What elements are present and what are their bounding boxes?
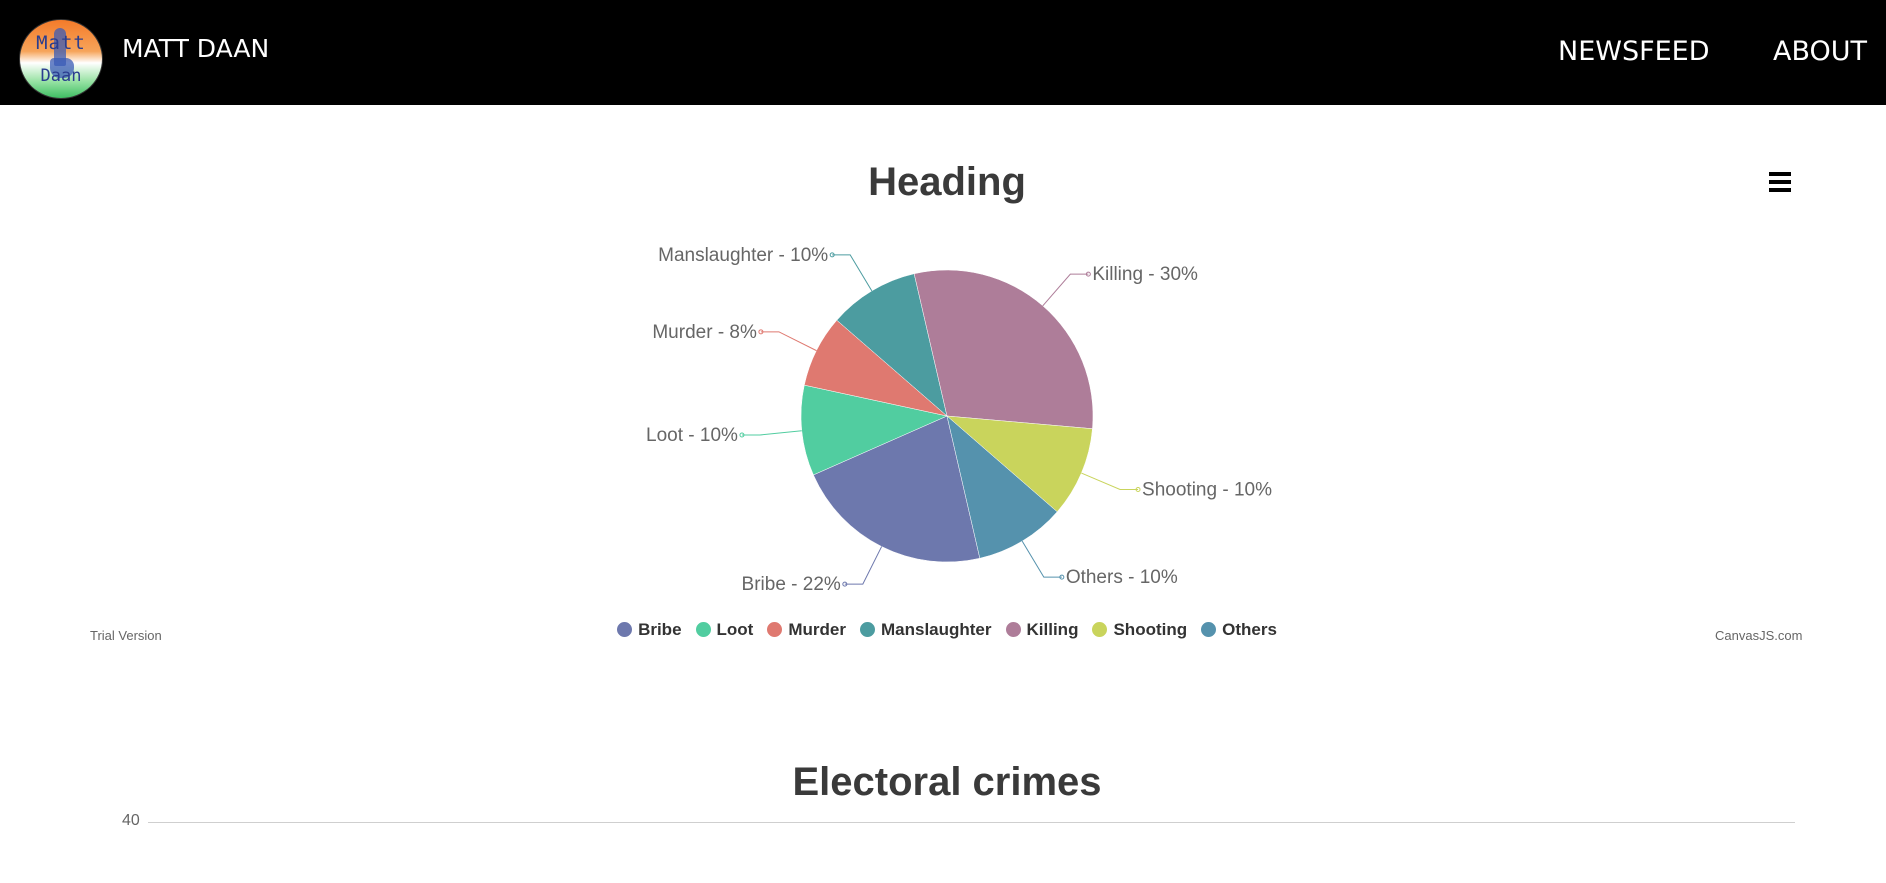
pie-slice-bribe[interactable]: [813, 415, 981, 563]
index-label-manslaughter: Manslaughter - 10%: [658, 245, 828, 266]
leader-line-bribe: [844, 546, 883, 585]
index-label-murder: Murder - 8%: [652, 322, 757, 343]
leader-dot-shooting: [1135, 486, 1141, 492]
legend-item-others[interactable]: Others: [1201, 620, 1277, 640]
index-label-loot: Loot - 10%: [646, 425, 738, 446]
legend-marker-murder: [767, 622, 783, 637]
legend-item-manslaughter[interactable]: Manslaughter: [859, 620, 992, 640]
legend-marker-killing: [1005, 622, 1021, 637]
legend-marker-manslaughter: [859, 622, 875, 637]
legend-item-loot[interactable]: Loot: [695, 620, 754, 640]
legend-label-manslaughter: Manslaughter: [880, 620, 992, 639]
leader-dot-murder: [758, 329, 764, 335]
logo-text-bottom: Daan: [40, 66, 82, 86]
brand-name[interactable]: MATT DAAN: [122, 34, 270, 63]
index-label-bribe: Bribe - 22%: [742, 574, 841, 595]
legend-item-shooting[interactable]: Shooting: [1092, 620, 1187, 640]
legend-label-loot: Loot: [716, 620, 754, 639]
legend-item-bribe[interactable]: Bribe: [617, 620, 682, 640]
bar-chart-title: Electoral crimes: [792, 760, 1102, 804]
index-label-killing: Killing - 30%: [1092, 264, 1198, 285]
nav-about-link[interactable]: ABOUT: [1773, 36, 1868, 67]
legend-item-murder[interactable]: Murder: [767, 620, 846, 640]
legend-item-killing[interactable]: Killing: [1005, 620, 1079, 640]
index-label-others: Others - 10%: [1066, 567, 1178, 588]
legend-marker-bribe: [617, 622, 633, 637]
chart-menu-icon[interactable]: [1769, 172, 1791, 192]
pie-chart-title: Heading: [868, 160, 1026, 204]
legend-label-others: Others: [1222, 620, 1277, 639]
pie-slice-killing[interactable]: [913, 269, 1094, 429]
logo-text-top: Matt: [36, 32, 86, 54]
pie-legend: Bribe Loot Murder Manslaughter Killing Shooti…: [0, 620, 1886, 640]
legend-label-murder: Murder: [788, 620, 846, 639]
nav-newsfeed-link[interactable]: NEWSFEED: [1558, 36, 1710, 67]
legend-marker-loot: [695, 622, 711, 637]
legend-marker-others: [1201, 622, 1217, 637]
y-axis-tick-label: 40: [122, 812, 140, 829]
leader-dot-others: [1059, 574, 1065, 580]
y-axis-gridline: [148, 822, 1795, 823]
leader-line-killing: [1042, 273, 1089, 307]
leader-line-murder: [760, 331, 817, 352]
pie-slice-shooting[interactable]: [946, 415, 1093, 513]
leader-dot-bribe: [842, 581, 848, 587]
logo-fist-shape: [50, 58, 74, 78]
legend-label-bribe: Bribe: [638, 620, 682, 639]
canvasjs-credit-link[interactable]: CanvasJS.com: [1715, 628, 1803, 643]
legend-label-shooting: Shooting: [1113, 620, 1188, 639]
index-label-shooting: Shooting - 10%: [1142, 479, 1272, 500]
logo-hand-shape: [54, 28, 66, 66]
leader-dot-loot: [739, 432, 745, 438]
leader-dot-killing: [1085, 271, 1091, 277]
leader-line-shooting: [1081, 472, 1139, 490]
leader-line-others: [1021, 540, 1062, 578]
leader-line-loot: [741, 430, 802, 436]
legend-marker-shooting: [1092, 622, 1108, 637]
navbar: Matt Daan MATT DAAN NEWSFEED ABOUT: [0, 0, 1886, 105]
trial-version-text: Trial Version: [90, 628, 162, 643]
legend-label-killing: Killing: [1026, 620, 1079, 639]
leader-line-manslaughter: [832, 254, 873, 292]
matt-daan-logo[interactable]: Matt Daan: [19, 19, 103, 99]
leader-dot-manslaughter: [829, 252, 835, 258]
